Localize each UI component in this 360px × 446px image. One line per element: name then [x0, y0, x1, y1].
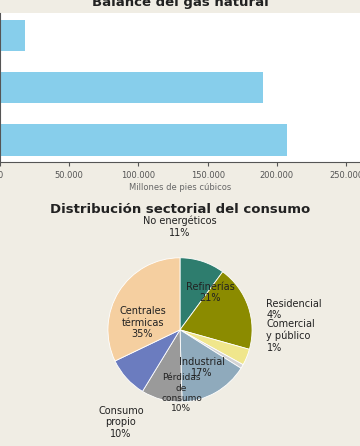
Bar [0, 20, 25, 51]
Title: Balance del gas natural: Balance del gas natural [92, 0, 268, 9]
Wedge shape [108, 258, 180, 361]
Wedge shape [180, 272, 252, 349]
Text: Residencial
4%: Residencial 4% [266, 299, 322, 321]
Title: Distribución sectorial del consumo: Distribución sectorial del consumo [50, 202, 310, 215]
Wedge shape [180, 330, 241, 402]
Wedge shape [180, 330, 243, 368]
Text: Pérdidas
de
consumo
10%: Pérdidas de consumo 10% [161, 373, 202, 413]
Bar [0, 72, 263, 103]
Text: Comercial
y público
1%: Comercial y público 1% [266, 319, 315, 352]
Text: Industrial
17%: Industrial 17% [179, 356, 225, 378]
Text: Refinerías
21%: Refinerías 21% [186, 281, 235, 303]
Wedge shape [115, 330, 180, 392]
Bar [0, 124, 287, 156]
Text: Consumo
propio
10%: Consumo propio 10% [98, 405, 144, 439]
Text: No energéticos
11%: No energéticos 11% [143, 215, 217, 238]
Wedge shape [180, 258, 223, 330]
Wedge shape [180, 330, 249, 365]
X-axis label: Millones de pies cúbicos: Millones de pies cúbicos [129, 183, 231, 192]
Wedge shape [143, 330, 182, 402]
Text: Centrales
térmicas
35%: Centrales térmicas 35% [119, 306, 166, 339]
